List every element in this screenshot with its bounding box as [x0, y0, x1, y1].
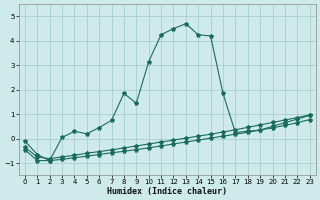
X-axis label: Humidex (Indice chaleur): Humidex (Indice chaleur)	[107, 187, 227, 196]
